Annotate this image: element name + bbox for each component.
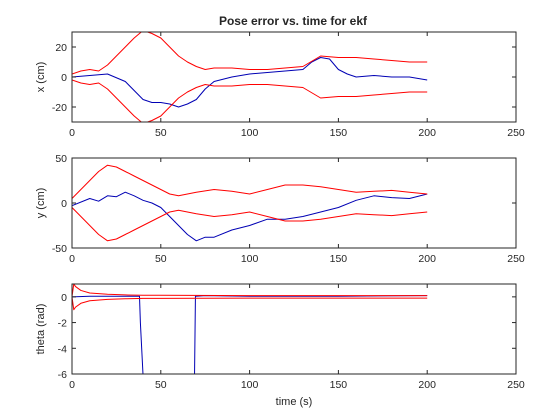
series-estimate-line-1	[72, 57, 428, 108]
x-tick-label-2-50: 50	[155, 253, 167, 265]
series-upper-bound-line-3	[72, 284, 428, 297]
series-lower-bound-line-2	[72, 207, 428, 242]
x-tick-label-2-100: 100	[241, 253, 259, 265]
x-tick-label-1-150: 150	[330, 127, 348, 139]
subplot-1: 0 50 100 150 200 250 -20 0 20 x (cm)	[35, 31, 525, 139]
series-upper-bound-line-1	[72, 32, 428, 75]
x-tick-label-1-100: 100	[241, 127, 259, 139]
x-tick-label-1-0: 0	[69, 127, 75, 139]
y-axis-label-1: x (cm)	[35, 62, 47, 93]
y-tick-label-3-4: -4	[58, 343, 67, 355]
series-lower-bound-line-3	[72, 296, 428, 311]
figure-title: Pose error vs. time for ekf	[219, 14, 368, 28]
y-tick-label-3-2: -2	[58, 318, 67, 330]
axes-box-3	[71, 283, 517, 375]
y-tick-label-1-20: 20	[55, 42, 67, 54]
x-tick-label-3-0: 0	[69, 379, 75, 391]
x-tick-label-1-50: 50	[155, 127, 167, 139]
x-axis-label-3: time (s)	[276, 396, 313, 408]
y-tick-label-1-20: -20	[52, 102, 67, 114]
series-upper-bound-line-2	[72, 164, 428, 199]
axes-box-1	[71, 31, 517, 123]
series-estimate-line-2	[72, 191, 428, 242]
y-tick-label-3-0: 0	[61, 292, 67, 304]
y-tick-label-1-0: 0	[61, 72, 67, 84]
series-estimate-line-3	[72, 295, 428, 374]
y-tick-label-2-0: 0	[61, 198, 67, 210]
y-axis-label-2: y (cm)	[35, 188, 47, 219]
x-tick-label-3-250: 250	[507, 379, 525, 391]
x-tick-label-2-250: 250	[507, 253, 525, 265]
y-axis-label-3: theta (rad)	[35, 304, 47, 355]
x-tick-label-3-100: 100	[241, 379, 259, 391]
x-tick-label-2-150: 150	[330, 253, 348, 265]
y-tick-label-3-6: -6	[58, 369, 67, 381]
x-tick-label-2-0: 0	[69, 253, 75, 265]
x-tick-label-3-50: 50	[155, 379, 167, 391]
series-lower-bound-line-1	[72, 79, 428, 122]
axes-box-2	[71, 157, 517, 249]
x-tick-label-1-250: 250	[507, 127, 525, 139]
y-tick-label-2-50: 50	[55, 153, 67, 165]
x-tick-label-3-200: 200	[418, 379, 436, 391]
y-tick-label-2-50: -50	[52, 243, 67, 255]
x-tick-label-3-150: 150	[330, 379, 348, 391]
x-tick-label-1-200: 200	[418, 127, 436, 139]
subplot-3: 0 50 100 150 200 250 -6 -4 -2 0 theta (rad) time (s…	[35, 283, 525, 408]
x-tick-label-2-200: 200	[418, 253, 436, 265]
